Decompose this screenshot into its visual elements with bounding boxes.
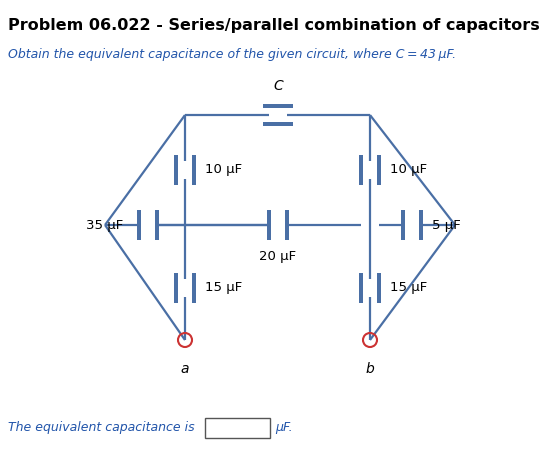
- Text: Problem 06.022 - Series/parallel combination of capacitors: Problem 06.022 - Series/parallel combina…: [8, 18, 540, 33]
- Bar: [205, 418, 270, 438]
- Text: b: b: [366, 362, 375, 376]
- Text: Obtain the equivalent capacitance of the given circuit, where C = 43 μF.: Obtain the equivalent capacitance of the…: [8, 48, 456, 61]
- Text: C: C: [273, 79, 283, 93]
- Text: 10 μF: 10 μF: [205, 164, 242, 176]
- Text: μF.: μF.: [275, 421, 293, 435]
- Text: 5 μF: 5 μF: [432, 218, 461, 231]
- Text: 35 μF: 35 μF: [86, 218, 123, 231]
- Text: a: a: [181, 362, 189, 376]
- Text: The equivalent capacitance is: The equivalent capacitance is: [8, 421, 195, 435]
- Text: 15 μF: 15 μF: [390, 282, 427, 294]
- Text: 10 μF: 10 μF: [390, 164, 427, 176]
- Text: 20 μF: 20 μF: [259, 250, 297, 263]
- Text: 15 μF: 15 μF: [205, 282, 242, 294]
